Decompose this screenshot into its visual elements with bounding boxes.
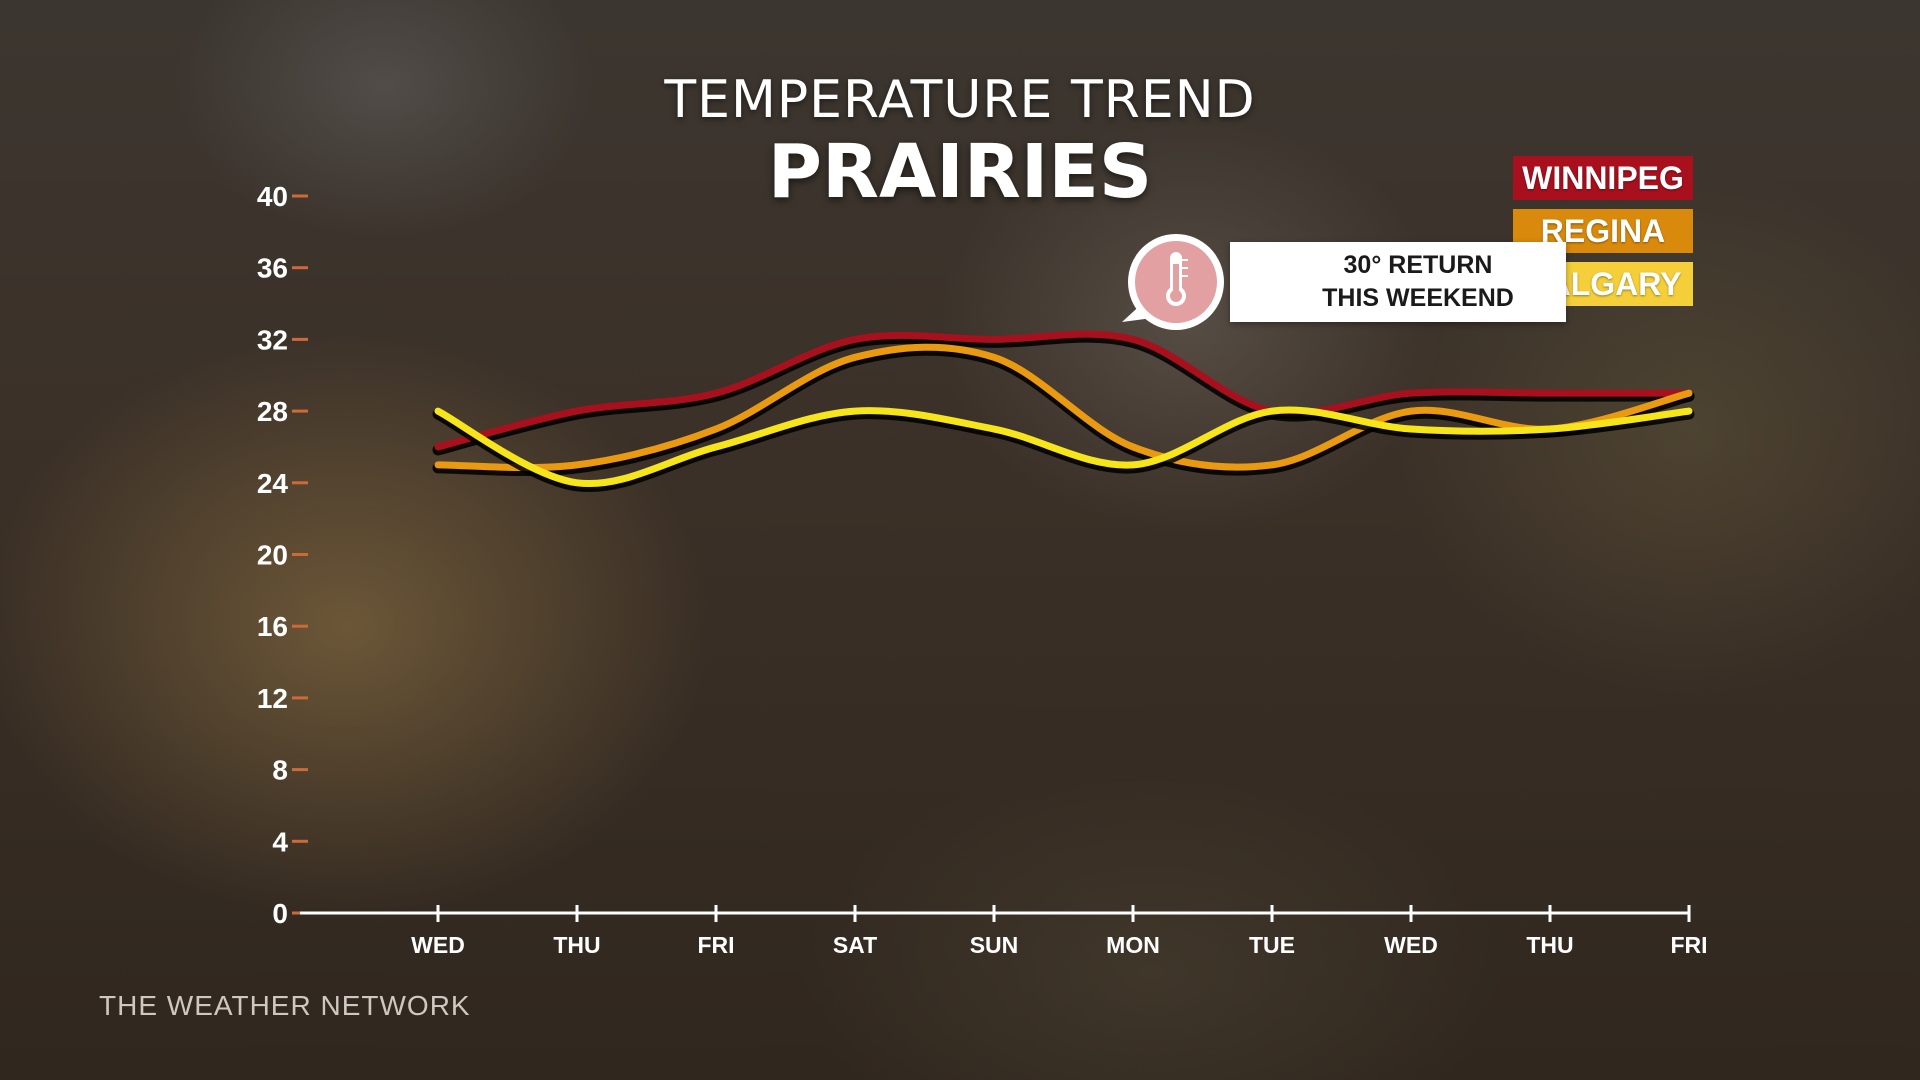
data-point-calgary — [1686, 408, 1692, 415]
data-point-winnipeg — [435, 443, 441, 450]
data-point-regina — [1408, 408, 1414, 415]
data-point-calgary — [435, 408, 441, 415]
x-axis: WED THU FRI SAT SUN MON TUE WED THU FRI — [300, 905, 1708, 958]
data-point-regina — [574, 461, 580, 468]
data-point-calgary — [1269, 408, 1275, 415]
series-line-calgary — [434, 406, 1693, 488]
x-tick-label: THU — [553, 932, 600, 958]
y-tick-label: 20 — [257, 540, 288, 571]
data-point-winnipeg — [1408, 390, 1414, 397]
x-tick-label: WED — [411, 932, 465, 958]
y-axis: 0 4 8 12 16 20 24 28 32 36 40 — [257, 181, 308, 929]
data-point-regina — [435, 461, 441, 468]
series-line-regina — [434, 343, 1693, 472]
thermometer-icon — [1122, 234, 1224, 330]
x-tick-label: SUN — [970, 932, 1019, 958]
x-tick-label: TUE — [1249, 932, 1295, 958]
x-tick-label: FRI — [697, 932, 734, 958]
data-point-winnipeg — [1547, 390, 1553, 397]
data-point-calgary — [1547, 426, 1553, 433]
y-tick-label: 32 — [257, 324, 288, 355]
data-point-winnipeg — [852, 336, 858, 343]
data-point-calgary — [1130, 461, 1136, 468]
series-line-winnipeg — [434, 330, 1693, 451]
y-tick-label: 0 — [272, 898, 288, 929]
data-point-winnipeg — [991, 336, 997, 343]
data-point-regina — [1686, 390, 1692, 397]
y-tick-label: 4 — [272, 826, 288, 857]
chart-subtitle: PRAIRIES — [767, 129, 1153, 215]
data-point-calgary — [1408, 426, 1414, 433]
data-point-regina — [852, 354, 858, 361]
legend: WINNIPEG REGINA CALGARY — [1513, 156, 1693, 315]
x-tick-label: THU — [1526, 932, 1573, 958]
data-point-calgary — [713, 443, 719, 450]
legend-item-winnipeg: WINNIPEG — [1513, 156, 1693, 200]
callout-box: 30° RETURN THIS WEEKEND — [1230, 242, 1566, 322]
data-point-regina — [991, 354, 997, 361]
series-lines — [432, 330, 1695, 493]
data-point-regina — [713, 426, 719, 433]
y-tick-label: 12 — [257, 683, 288, 714]
callout-line-1: 30° RETURN — [1343, 251, 1493, 279]
y-tick-label: 28 — [257, 396, 288, 427]
data-point-regina — [1130, 443, 1136, 450]
brand-logo-text: THE WEATHER NETWORK — [99, 990, 471, 1021]
x-tick-label: SAT — [833, 932, 877, 958]
chart-title: TEMPERATURE TREND — [664, 70, 1256, 130]
data-point-winnipeg — [574, 408, 580, 415]
y-tick-label: 40 — [257, 181, 288, 212]
y-tick-label: 16 — [257, 611, 288, 642]
callout-line-2: THIS WEEKEND — [1322, 284, 1514, 312]
data-point-regina — [1269, 461, 1275, 468]
x-tick-label: FRI — [1670, 932, 1707, 958]
y-tick-label: 36 — [257, 253, 288, 284]
data-point-calgary — [852, 408, 858, 415]
weekend-callout: 30° RETURN THIS WEEKEND — [1112, 230, 1566, 334]
x-tick-label: WED — [1384, 932, 1438, 958]
y-tick-label: 8 — [272, 755, 288, 786]
data-point-winnipeg — [1130, 336, 1136, 343]
x-tick-label: MON — [1106, 932, 1160, 958]
chart-header: TEMPERATURE TREND PRAIRIES — [0, 70, 1920, 214]
data-point-winnipeg — [713, 390, 719, 397]
y-tick-label: 24 — [257, 468, 289, 499]
data-point-calgary — [991, 426, 997, 433]
data-point-calgary — [574, 479, 580, 486]
